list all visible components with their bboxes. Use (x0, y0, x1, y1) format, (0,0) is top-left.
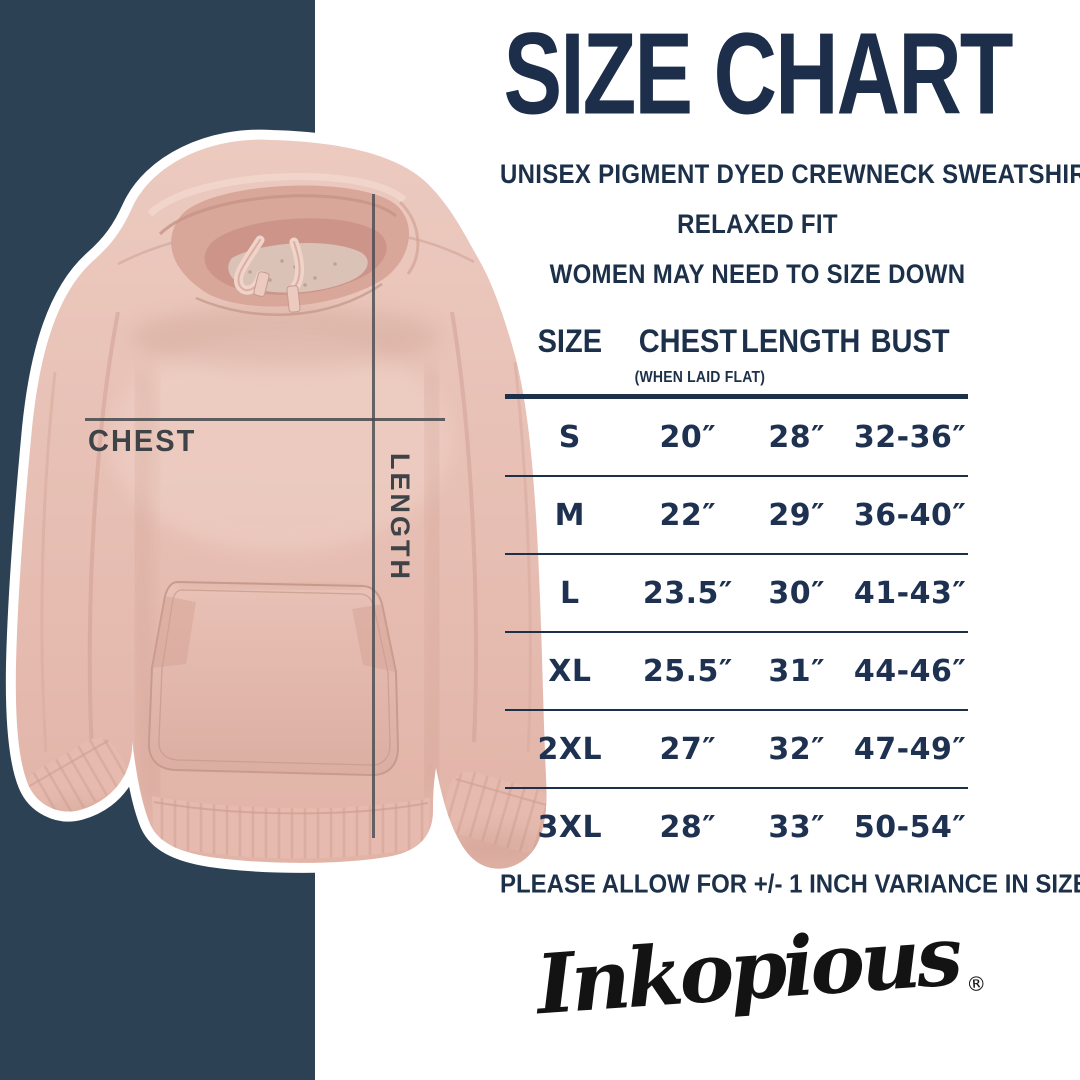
length-measure-line (372, 194, 375, 838)
registered-trademark-icon: ® (965, 971, 988, 997)
cell-bust: 47-49″ (853, 731, 967, 767)
cell-chest: 20″ (659, 419, 717, 455)
chest-subnote: (WHEN LAID FLAT) (634, 367, 766, 386)
cell-bust: 41-43″ (853, 575, 967, 611)
length-measure-label: LENGTH (385, 453, 415, 582)
cell-chest: 22″ (659, 497, 717, 533)
chest-measure-label: CHEST (88, 425, 197, 459)
cell-bust: 32-36″ (853, 419, 967, 455)
cell-size: XL (548, 653, 592, 689)
table-row-s: S 20″ 28″ 32-36″ (505, 399, 968, 475)
brand-logo-text: Inkopious (533, 908, 962, 1034)
size-chart-panel: SIZE CHART UNISEX PIGMENT DYED CREWNECK … (497, 0, 1080, 1080)
table-row-m: M 22″ 29″ 36-40″ (505, 477, 968, 553)
cell-bust: 50-54″ (853, 809, 967, 845)
cell-bust: 36-40″ (853, 497, 967, 533)
column-header-bust: BUST (870, 324, 950, 360)
cell-length: 29″ (768, 497, 825, 533)
table-row-l: L 23.5″ 30″ 41-43″ (505, 555, 968, 631)
hood-drawstrings (234, 235, 305, 313)
kangaroo-pocket (147, 580, 400, 777)
cell-length: 33″ (768, 809, 825, 845)
page-title: SIZE CHART (503, 8, 1014, 139)
cell-length: 32″ (768, 731, 825, 767)
cell-length: 31″ (768, 653, 825, 689)
row-divider (505, 475, 968, 477)
size-table-body: S 20″ 28″ 32-36″ M 22″ 29″ 36-40″ L 23.5… (505, 399, 968, 865)
size-table-header: SIZE CHEST (WHEN LAID FLAT) LENGTH BUST (505, 324, 968, 386)
column-header-size: SIZE (537, 324, 603, 360)
left-cuff (24, 738, 126, 822)
column-header-length: LENGTH (741, 324, 861, 360)
row-divider (505, 553, 968, 555)
table-row-3xl: 3XL 28″ 33″ 50-54″ (505, 789, 968, 865)
hoodie-product-photo (5, 129, 555, 879)
chest-measure-line (85, 418, 445, 421)
brand-logo: Inkopious ® (497, 904, 1017, 1036)
right-cuff (442, 771, 547, 853)
table-header-divider (505, 394, 968, 399)
cell-size: 3XL (537, 809, 603, 845)
row-divider (505, 787, 968, 789)
cell-size: S (558, 419, 581, 455)
cell-chest: 28″ (659, 809, 717, 845)
subtitle-product: UNISEX PIGMENT DYED CREWNECK SWEATSHIRT (500, 160, 1080, 190)
cell-length: 30″ (768, 575, 825, 611)
cell-chest: 27″ (659, 731, 717, 767)
variance-footnote: PLEASE ALLOW FOR +/- 1 INCH VARIANCE IN … (500, 870, 1080, 900)
cell-length: 28″ (768, 419, 825, 455)
table-row-xl: XL 25.5″ 31″ 44-46″ (505, 633, 968, 709)
cell-size: L (560, 575, 580, 611)
table-row-2xl: 2XL 27″ 32″ 47-49″ (505, 711, 968, 787)
subtitle-fit: RELAXED FIT (677, 210, 838, 240)
cell-size: 2XL (537, 731, 603, 767)
cell-chest: 25.5″ (642, 653, 733, 689)
column-header-chest: CHEST (WHEN LAID FLAT) (634, 324, 766, 386)
cell-bust: 44-46″ (853, 653, 967, 689)
cell-chest: 23.5″ (642, 575, 733, 611)
hem-band (152, 796, 430, 859)
row-divider (505, 709, 968, 711)
row-divider (505, 631, 968, 633)
cell-size: M (554, 497, 585, 533)
subtitle-sizing-note: WOMEN MAY NEED TO SIZE DOWN (549, 260, 966, 290)
